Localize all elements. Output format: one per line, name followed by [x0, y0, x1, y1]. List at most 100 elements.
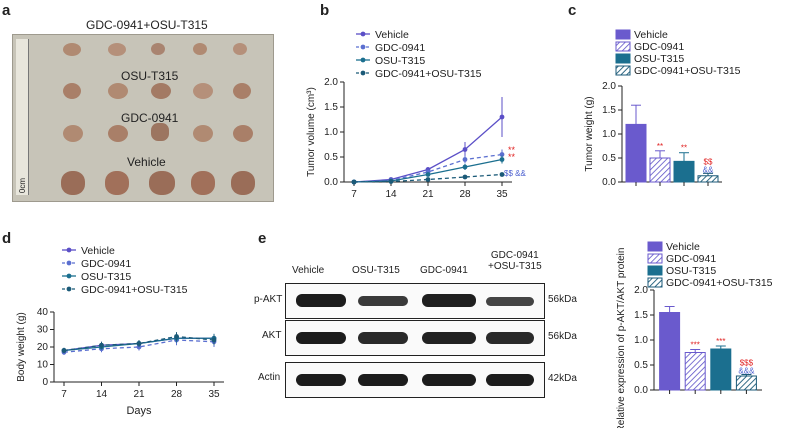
band [486, 332, 534, 344]
lane-label-2: OSU-T315 [352, 265, 400, 276]
y-tick-label: 1.5 [634, 310, 648, 321]
legend-marker [66, 273, 72, 279]
lane-label-4: GDC-0941 +OSU-T315 [488, 250, 542, 272]
data-point [462, 174, 468, 180]
photo-label-gdc: GDC-0941 [121, 111, 179, 125]
sig-mark: ** [657, 142, 663, 151]
row-label-akt: AKT [262, 330, 282, 341]
data-point [499, 114, 505, 120]
legend-label: Vehicle [666, 241, 700, 253]
data-point [425, 177, 431, 182]
panel-c-letter: c [568, 2, 577, 19]
band [358, 332, 408, 344]
bar [735, 375, 757, 391]
data-point [462, 164, 468, 170]
tumor [193, 125, 213, 142]
tumor [63, 125, 83, 142]
bar [697, 175, 719, 183]
tumor-row-vehicle [53, 169, 263, 199]
y-tick-label: 30 [37, 325, 49, 336]
y-tick-label: 0 [42, 377, 48, 388]
y-tick-label: 2.0 [324, 77, 338, 88]
legend-swatch [647, 253, 663, 264]
legend-swatch [615, 29, 631, 40]
y-axis-label: Body weight (g) [16, 312, 27, 381]
tumor [233, 125, 253, 142]
sig-mark: $$$ [740, 359, 754, 368]
band [422, 374, 476, 386]
band [486, 374, 534, 386]
chart-tumor-weight: 0.0 0.5 1.0 1.5 2.0 Tumor weight (g) ** ** $$&& V… [584, 29, 741, 188]
x-tick-label: 14 [385, 189, 397, 200]
tumor [151, 123, 169, 141]
legend-label: GDC-0941 [634, 41, 684, 53]
tumor [193, 83, 213, 99]
data-point [425, 172, 431, 177]
data-point [499, 152, 505, 157]
sig-mark: *** [716, 337, 725, 346]
kda-actin: 42kDa [548, 373, 577, 384]
y-axis-label: Relative expression of p-AKT/AKT protein [616, 248, 627, 428]
tumor [108, 83, 128, 99]
legend-marker [360, 44, 366, 50]
data-point [351, 179, 357, 185]
sig-mark: &&& [738, 367, 755, 376]
sig-mark: && [703, 165, 714, 174]
tumor [63, 83, 81, 99]
y-tick-label: 0.5 [602, 153, 616, 164]
blot-actin [285, 362, 545, 398]
legend-label: GDC-0941+OSU-T315 [375, 68, 482, 80]
lane-label-3: GDC-0941 [420, 265, 468, 276]
x-tick-label: 14 [96, 389, 108, 400]
data-point [499, 172, 505, 177]
photo-label-osu: OSU-T315 [121, 69, 179, 83]
sig-mark: $$ && [504, 169, 526, 178]
legend-label: OSU-T315 [375, 55, 425, 67]
band [422, 332, 476, 344]
bar [673, 160, 695, 183]
x-tick-label: 21 [133, 389, 145, 400]
legend-label: OSU-T315 [666, 265, 716, 277]
band [296, 294, 346, 307]
y-tick-label: 1.5 [602, 105, 616, 116]
bar [659, 312, 681, 391]
bar [625, 123, 647, 183]
band [358, 374, 408, 386]
tumor-row-combo [53, 41, 253, 61]
blot-akt [285, 320, 545, 356]
data-point [174, 334, 179, 339]
sig-mark: ** [508, 152, 516, 162]
tumor [108, 125, 128, 142]
y-tick-label: 0.5 [324, 152, 338, 163]
legend-marker [66, 260, 72, 266]
kda-akt: 56kDa [548, 331, 577, 342]
y-tick-label: 0.5 [634, 360, 648, 371]
tumor [108, 43, 126, 56]
legend-swatch [615, 41, 631, 52]
sig-mark: *** [691, 341, 700, 350]
y-axis-label: Tumor weight (g) [584, 96, 595, 171]
panel-b-letter: b [320, 2, 330, 19]
legend-label: GDC-0941 [666, 253, 716, 265]
kda-pakt: 56kDa [548, 294, 577, 305]
legend-marker [66, 286, 72, 292]
tumor [231, 171, 255, 195]
legend-label: GDC-0941 [375, 42, 425, 54]
legend-label: Vehicle [81, 245, 115, 257]
lane-label-1: Vehicle [292, 265, 325, 276]
data-point [388, 179, 394, 184]
series-line [353, 173, 503, 183]
series-line [63, 335, 215, 352]
legend-label: GDC-0941+OSU-T315 [81, 284, 188, 296]
x-tick-label: 28 [459, 189, 471, 200]
y-tick-label: 0.0 [324, 177, 338, 188]
legend-label: OSU-T315 [81, 271, 131, 283]
bar [649, 157, 671, 183]
legend-swatch [647, 241, 663, 252]
x-tick-label: 28 [171, 389, 183, 400]
legend-swatch [647, 265, 663, 276]
band [422, 294, 476, 307]
tumor [191, 171, 215, 195]
tumor [105, 171, 129, 195]
legend-label: Vehicle [375, 29, 409, 41]
